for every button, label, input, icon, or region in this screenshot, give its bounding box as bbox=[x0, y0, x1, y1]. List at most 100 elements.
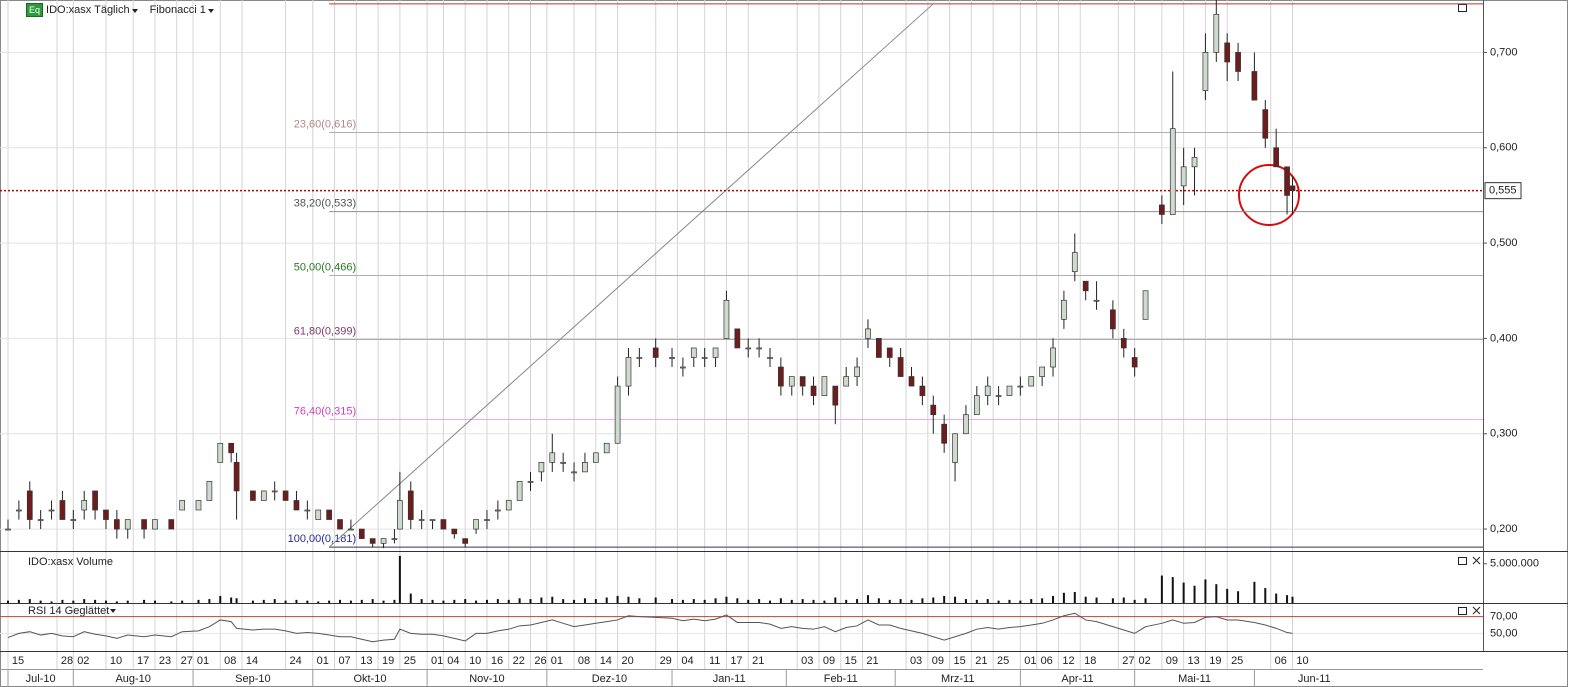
candle-body bbox=[152, 519, 158, 530]
x-tick-label: 08 bbox=[578, 655, 590, 667]
volume-bar bbox=[986, 599, 989, 603]
x-tick-label: 01 bbox=[197, 655, 209, 667]
candle-body bbox=[206, 481, 213, 501]
candle-body bbox=[1284, 166, 1290, 196]
x-tick-label: 02 bbox=[77, 655, 89, 667]
candle-body bbox=[571, 471, 577, 474]
x-tick-label: 10 bbox=[1296, 655, 1308, 667]
x-tick-label: 29 bbox=[660, 655, 672, 667]
month-label: Aug-10 bbox=[115, 673, 150, 685]
candle-body bbox=[984, 385, 991, 396]
candle-body bbox=[1213, 13, 1220, 53]
volume-bar bbox=[964, 599, 967, 603]
volume-bar bbox=[317, 601, 320, 603]
candle-body bbox=[114, 519, 120, 530]
candle-body bbox=[756, 347, 762, 350]
volume-bar bbox=[1062, 592, 1065, 603]
volume-bar bbox=[339, 599, 342, 603]
month-label: Mrz-11 bbox=[941, 673, 974, 685]
volume-bar bbox=[83, 599, 86, 603]
candle-body bbox=[473, 519, 479, 530]
volume-bar bbox=[104, 600, 107, 603]
candle-body bbox=[1093, 299, 1100, 302]
panel-y-tick-label: 5.000.000 bbox=[1490, 558, 1539, 570]
volume-bar bbox=[485, 599, 488, 603]
volume-bar bbox=[72, 600, 75, 603]
volume-bar bbox=[681, 599, 684, 603]
volume-bar bbox=[845, 599, 848, 603]
candle-body bbox=[1071, 252, 1078, 273]
candle-body bbox=[527, 481, 534, 483]
maximize-button[interactable] bbox=[1458, 607, 1467, 615]
candle-body bbox=[865, 328, 871, 339]
volume-bar bbox=[1215, 584, 1218, 603]
x-tick-label: 18 bbox=[1084, 655, 1096, 667]
fib-level-label: 23,60(0,616) bbox=[294, 118, 356, 130]
volume-bar bbox=[170, 601, 173, 603]
candle-body bbox=[37, 519, 44, 521]
volume-bar bbox=[153, 600, 156, 603]
x-tick-label: 27 bbox=[1122, 655, 1134, 667]
candle-body bbox=[103, 509, 109, 520]
x-tick-label: 04 bbox=[681, 655, 693, 667]
candle-body bbox=[1050, 347, 1056, 368]
candle-body bbox=[1159, 204, 1165, 215]
x-tick-label: 13 bbox=[1188, 655, 1200, 667]
candle-body bbox=[304, 509, 311, 512]
volume-bar bbox=[409, 593, 412, 603]
month-label: Jun-11 bbox=[1298, 673, 1331, 685]
candle-body bbox=[1082, 280, 1089, 292]
volume-bar bbox=[115, 601, 118, 603]
x-tick-label: 01 bbox=[431, 655, 443, 667]
candle-body bbox=[92, 490, 98, 511]
volume-bar bbox=[7, 600, 9, 603]
candle-body bbox=[1142, 290, 1149, 320]
candle-body bbox=[1180, 166, 1187, 187]
volume-bar bbox=[779, 598, 782, 603]
volume-bar bbox=[594, 599, 597, 603]
candle-body bbox=[723, 299, 730, 339]
volume-bar bbox=[1286, 595, 1289, 603]
x-tick-label: 10 bbox=[110, 655, 122, 667]
volume-bar bbox=[475, 600, 478, 603]
volume-bar bbox=[758, 599, 761, 603]
x-tick-label: 08 bbox=[224, 655, 236, 667]
volume-bar bbox=[349, 600, 352, 603]
candle-body bbox=[1191, 156, 1198, 168]
candle-body bbox=[821, 376, 828, 396]
candle-body bbox=[538, 461, 545, 473]
candle-body bbox=[930, 404, 937, 416]
volume-bar bbox=[518, 598, 521, 603]
dropdown-arrow[interactable] bbox=[110, 609, 116, 613]
volume-bar bbox=[910, 599, 913, 603]
x-tick-label: 21 bbox=[975, 655, 987, 667]
candle-body bbox=[908, 376, 915, 387]
volume-bar bbox=[197, 599, 200, 603]
volume-bar bbox=[1133, 599, 1136, 603]
volume-bar bbox=[464, 599, 467, 603]
indicator-menu[interactable]: Fibonacci 1 bbox=[150, 4, 214, 16]
volume-bar bbox=[703, 599, 706, 603]
candle-body bbox=[260, 490, 267, 501]
volume-bar bbox=[627, 596, 630, 603]
y-tick-label: 0,400 bbox=[1490, 332, 1518, 344]
maximize-button[interactable] bbox=[1458, 557, 1467, 565]
candle-body bbox=[326, 509, 332, 520]
x-tick-label: 24 bbox=[289, 655, 301, 667]
volume-bar bbox=[834, 597, 837, 603]
volume-bar bbox=[888, 599, 891, 603]
volume-bar bbox=[420, 599, 423, 603]
volume-bar bbox=[638, 598, 641, 603]
candle-body bbox=[995, 395, 1002, 397]
x-tick-label: 14 bbox=[246, 655, 258, 667]
maximize-button[interactable] bbox=[1458, 4, 1467, 12]
volume-bar bbox=[736, 598, 739, 603]
candle-body bbox=[799, 376, 806, 387]
x-tick-label: 20 bbox=[621, 655, 633, 667]
volume-bar bbox=[496, 599, 499, 603]
symbol-menu[interactable]: IDO:xasx Täglich bbox=[46, 4, 138, 16]
candle-body bbox=[228, 442, 235, 454]
close-button[interactable] bbox=[1472, 556, 1481, 565]
close-button[interactable] bbox=[1472, 606, 1481, 615]
